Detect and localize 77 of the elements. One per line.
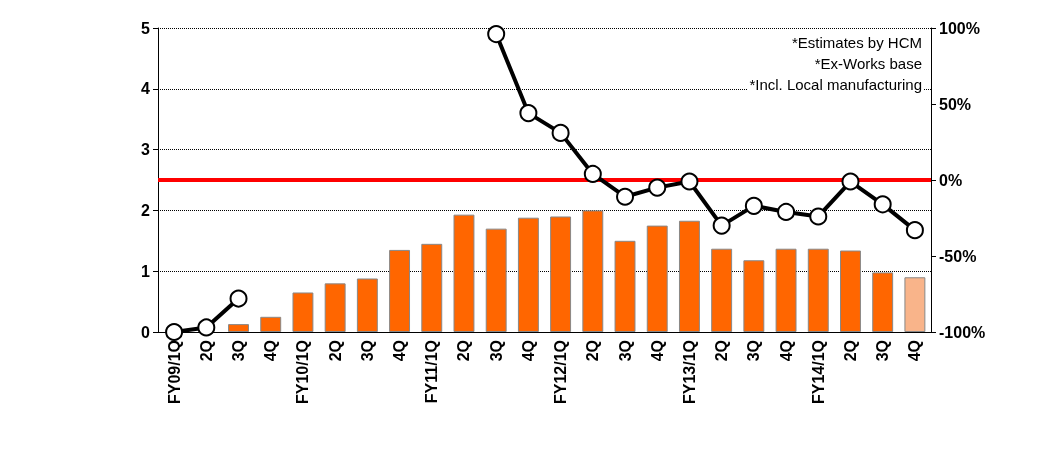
bar xyxy=(550,216,572,332)
bar xyxy=(775,248,797,332)
bar xyxy=(389,249,411,332)
x-tick-label: 2Q xyxy=(197,340,215,362)
x-tick-label: 2Q xyxy=(713,340,731,362)
x-tick-label: 3Q xyxy=(358,340,376,362)
bar xyxy=(807,248,829,332)
x-tick-label: 3Q xyxy=(745,340,763,362)
x-tick-label: 2Q xyxy=(584,340,602,362)
bar xyxy=(646,225,668,332)
y-tick-label: 1 xyxy=(141,262,151,280)
x-tick-label: 2Q xyxy=(455,340,473,362)
bar xyxy=(614,240,636,332)
point xyxy=(809,207,828,226)
point xyxy=(712,216,731,235)
y2-tick-label: 100% xyxy=(939,19,980,37)
bar xyxy=(453,214,475,332)
bar xyxy=(228,324,249,332)
point xyxy=(680,172,699,191)
point xyxy=(616,187,635,206)
bar xyxy=(872,272,894,332)
point xyxy=(744,196,763,215)
x-tick-label: 2Q xyxy=(326,340,344,362)
bar xyxy=(743,260,765,332)
x-tick-label: FY12/1Q xyxy=(552,340,570,405)
y-tick-label: 2 xyxy=(141,201,151,219)
annotation: *Incl. Local manufacturing xyxy=(749,76,923,93)
point xyxy=(229,289,248,308)
bar xyxy=(356,278,378,332)
x-tick-label: 4Q xyxy=(262,340,280,362)
y2-tick-label: 0% xyxy=(939,171,963,189)
x-tick-label: FY13/1Q xyxy=(680,340,698,405)
x-tick-label: FY10/1Q xyxy=(294,340,312,405)
y2-tick-label: 50% xyxy=(939,95,972,113)
x-tick-label: 4Q xyxy=(777,340,795,362)
y-tick-label: 4 xyxy=(141,80,151,98)
y-tick-label: 5 xyxy=(141,19,151,37)
y-tick-label: 0 xyxy=(141,323,151,341)
x-tick-label: 4Q xyxy=(519,340,537,362)
x-tick-label: FY11/1Q xyxy=(423,340,441,404)
point xyxy=(551,123,570,142)
point xyxy=(197,318,216,337)
point xyxy=(583,164,602,183)
bar xyxy=(292,292,314,332)
point xyxy=(841,172,860,191)
x-tick-label: 3Q xyxy=(874,340,892,362)
bar xyxy=(517,217,539,332)
y2-tick-label: -50% xyxy=(939,247,977,265)
y-tick-label: 3 xyxy=(141,141,151,159)
point xyxy=(777,202,796,221)
annotation: *Estimates by HCM xyxy=(791,34,922,51)
bar xyxy=(678,220,700,332)
x-tick-label: 4Q xyxy=(906,340,924,362)
annotation: *Ex-Works base xyxy=(814,55,923,72)
point xyxy=(487,25,506,44)
bar xyxy=(582,210,604,332)
bar xyxy=(711,248,733,332)
point xyxy=(648,178,667,197)
x-tick-label: 3Q xyxy=(487,340,505,362)
bar xyxy=(260,316,282,332)
bar xyxy=(421,243,443,332)
point xyxy=(873,195,892,214)
point xyxy=(519,104,538,123)
bar xyxy=(485,228,507,332)
y2-tick-label: -100% xyxy=(939,323,986,341)
x-tick-label: FY09/1Q xyxy=(165,340,183,405)
x-tick-label: 2Q xyxy=(841,340,859,362)
point xyxy=(905,221,924,240)
x-tick-label: 4Q xyxy=(648,340,666,362)
bar xyxy=(324,283,346,332)
x-tick-label: 3Q xyxy=(616,340,634,362)
x-tick-label: 3Q xyxy=(230,340,248,362)
x-tick-label: FY14/1Q xyxy=(809,340,827,405)
bar xyxy=(840,250,861,332)
point xyxy=(165,323,184,341)
bar xyxy=(904,277,926,332)
x-tick-label: 4Q xyxy=(391,340,409,362)
